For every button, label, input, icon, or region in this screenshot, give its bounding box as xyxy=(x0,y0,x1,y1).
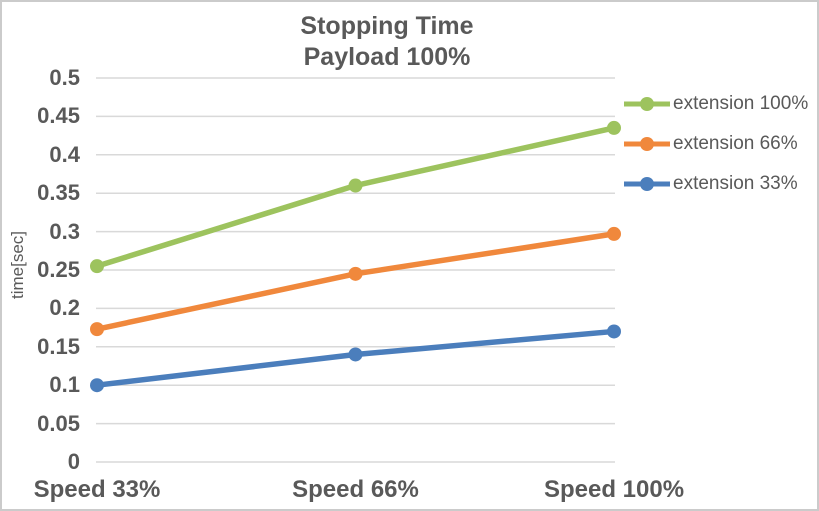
y-tick-label: 0.05 xyxy=(37,410,80,436)
series-line-extension-66- xyxy=(94,231,617,332)
legend-item: extension 33% xyxy=(624,164,798,204)
data-point-marker xyxy=(607,226,621,241)
legend-item: extension 66% xyxy=(624,124,798,164)
y-tick-label: 0.15 xyxy=(37,333,80,359)
y-tick-label: 0.2 xyxy=(49,295,80,321)
y-tick-label: 0.5 xyxy=(49,65,80,90)
y-tick-label: 0 xyxy=(67,449,80,474)
data-point-marker xyxy=(348,266,363,281)
data-point-marker xyxy=(348,178,363,193)
data-point-marker xyxy=(90,322,104,337)
y-tick-label: 0.3 xyxy=(49,218,80,244)
x-category-label: Speed 100% xyxy=(543,476,685,503)
y-tick-label: 0.4 xyxy=(49,141,80,167)
legend-line-marker-icon xyxy=(624,97,670,111)
x-category-label: Speed 33% xyxy=(33,476,161,503)
data-point-marker xyxy=(348,347,363,362)
y-tick-label: 0.35 xyxy=(37,180,80,206)
legend-label: extension 100% xyxy=(673,93,809,114)
data-point-marker xyxy=(607,324,621,339)
x-category-label: Speed 66% xyxy=(292,476,419,503)
data-point-marker xyxy=(90,259,104,274)
legend-line-marker-icon xyxy=(624,177,670,191)
chart-title-line1: Stopping Time xyxy=(300,12,474,40)
chart-title: Stopping Time Payload 100% xyxy=(62,11,712,73)
y-tick-label: 0.1 xyxy=(49,372,80,398)
y-tick-label: 0.45 xyxy=(37,103,80,129)
y-tick-label: 0.25 xyxy=(37,257,80,282)
legend-line-marker-icon xyxy=(624,137,670,151)
legend-label: extension 66% xyxy=(673,133,798,154)
data-point-marker xyxy=(607,120,621,135)
legend-label: extension 33% xyxy=(673,173,798,194)
chart-title-line2: Payload 100% xyxy=(303,43,471,71)
data-point-marker xyxy=(90,378,104,393)
legend-item: extension 100% xyxy=(624,84,808,124)
